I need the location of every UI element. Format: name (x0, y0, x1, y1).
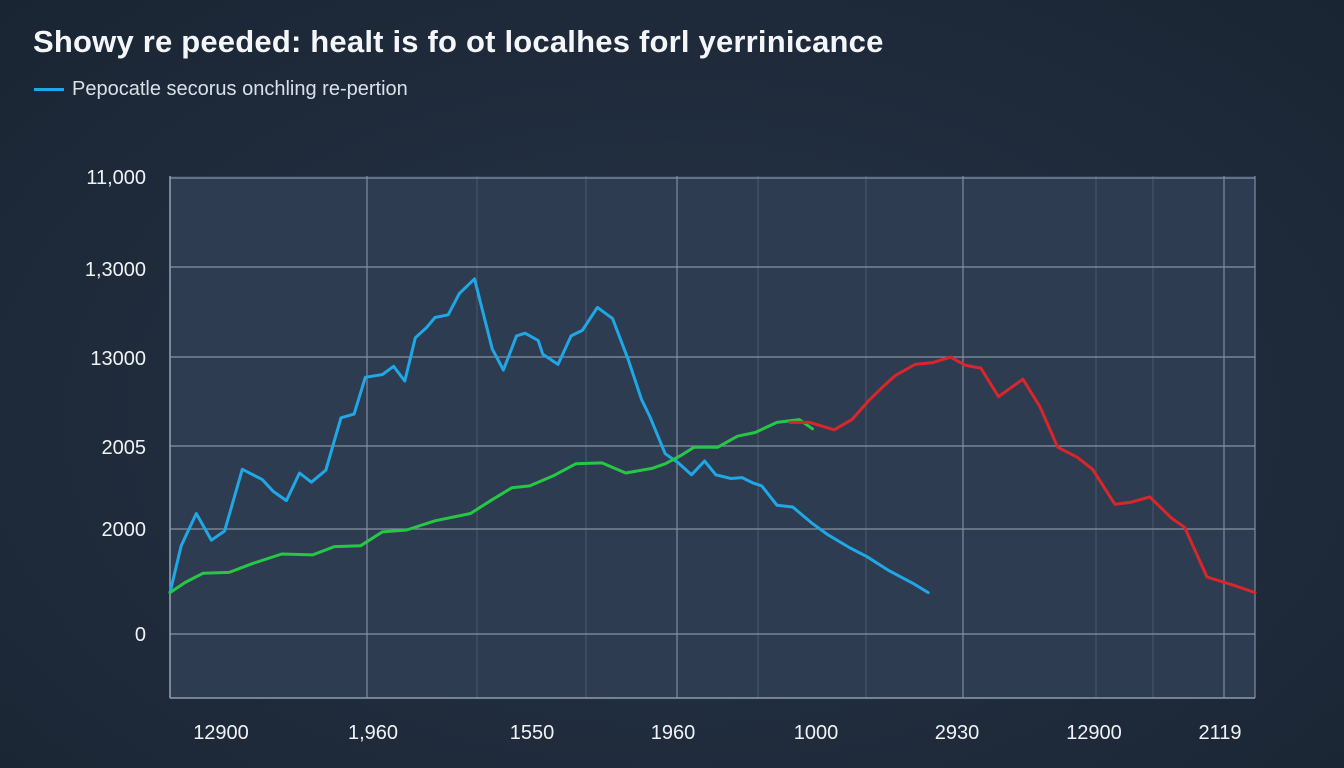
horizontal-gridlines (170, 177, 1255, 635)
x-tick-label: 1550 (510, 722, 555, 744)
legend: Pepocatle secorus onchling re-pertion (34, 78, 408, 101)
series-line-blue (168, 277, 930, 595)
y-tick-label: 11,000 (86, 167, 146, 189)
x-tick-label: 1,960 (348, 722, 398, 744)
y-tick-label: 2005 (102, 437, 147, 459)
plot-area (170, 176, 1255, 698)
x-tick-label: 1000 (794, 722, 839, 744)
y-tick-label: 2000 (102, 519, 147, 541)
x-tick-label: 2119 (1198, 722, 1241, 744)
y-tick-label: 0 (135, 624, 146, 646)
x-tick-label: 12900 (1066, 722, 1122, 744)
chart-title: Showy re peeded: healt is fo ot localhes… (33, 24, 884, 59)
y-tick-label: 13000 (90, 348, 146, 370)
y-tick-label: 1,3000 (85, 259, 146, 281)
series-line-green (168, 418, 814, 595)
vertical-gridlines (366, 176, 1256, 698)
series-layer (168, 277, 1257, 595)
x-tick-label: 1960 (651, 722, 696, 744)
legend-label: Pepocatle secorus onchling re-pertion (72, 78, 408, 100)
x-tick-label: 12900 (193, 722, 249, 744)
legend-swatch-blue (34, 88, 64, 91)
x-tick-labels: 12900 1,960 1550 1960 1000 2930 12900 21… (193, 722, 1241, 744)
y-tick-labels: 0 2000 2005 13000 1,3000 11,000 (85, 167, 146, 646)
series-line-red (788, 355, 1257, 595)
x-tick-label: 2930 (935, 722, 980, 744)
